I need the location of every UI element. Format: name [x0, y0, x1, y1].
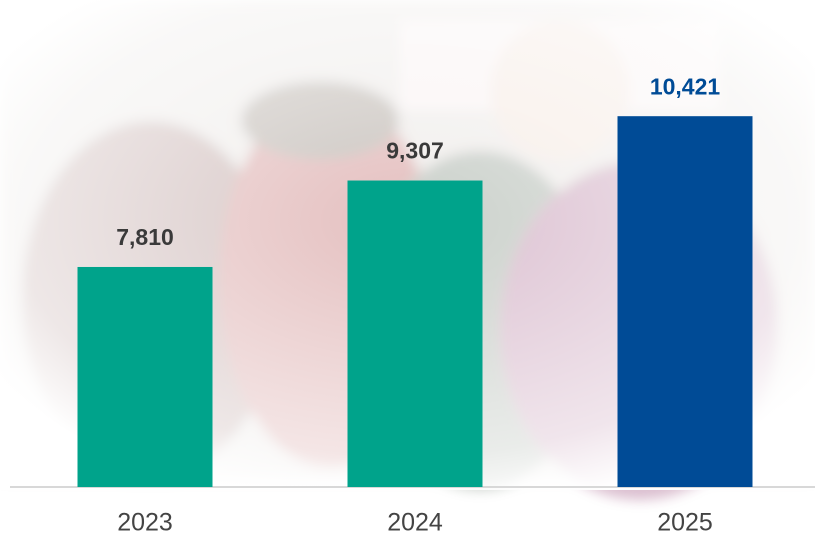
x-tick-label: 2024 — [387, 509, 443, 536]
value-label: 9,307 — [386, 138, 444, 164]
bar — [617, 116, 753, 487]
bar — [77, 266, 213, 487]
value-label: 7,810 — [116, 224, 174, 250]
x-tick-label: 2025 — [657, 509, 713, 536]
bar — [347, 180, 483, 487]
x-tick-label: 2023 — [117, 509, 173, 536]
value-label: 10,421 — [650, 73, 721, 99]
